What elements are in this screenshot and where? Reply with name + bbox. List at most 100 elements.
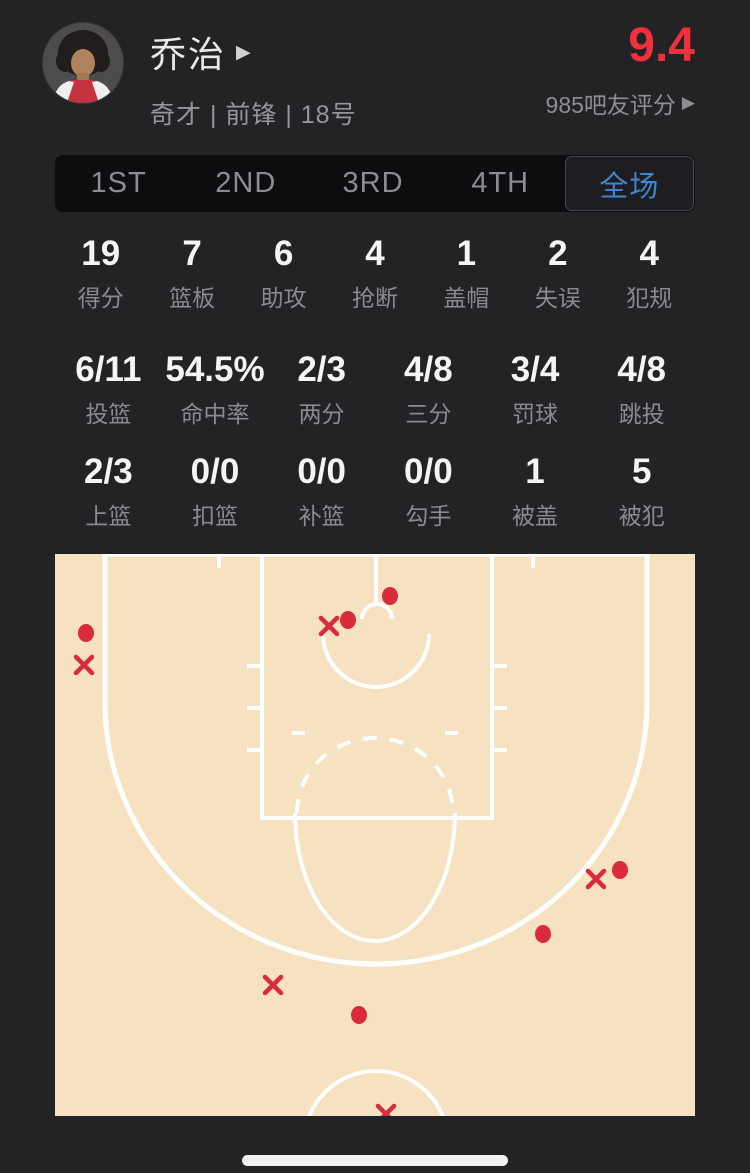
made-shot-marker (78, 624, 94, 642)
stat-value: 7 (182, 234, 202, 273)
player-name: 乔治 (150, 34, 227, 75)
tab-全场[interactable]: 全场 (564, 156, 695, 211)
missed-shot-marker (585, 868, 607, 890)
made-shot-marker (340, 611, 356, 629)
stat-失误: 2 失误 (512, 235, 603, 312)
stat-value: 1 (456, 234, 477, 273)
stat-三分: 4/8 三分 (375, 351, 482, 428)
missed-shot-marker (375, 1103, 397, 1116)
stat-value: 4/8 (404, 350, 453, 389)
made-shot-marker (612, 861, 628, 879)
stat-两分: 2/3 两分 (268, 351, 375, 428)
stat-label: 补篮 (298, 503, 345, 529)
stat-value: 19 (81, 234, 121, 273)
player-meta: 奇才 | 前锋 | 18号 (150, 101, 357, 129)
player-name-row[interactable]: 乔治 ▶ (150, 26, 546, 78)
stat-label: 勾手 (405, 503, 452, 529)
stat-label: 上篮 (85, 503, 132, 529)
stat-罚球: 3/4 罚球 (482, 351, 589, 428)
stat-value: 0/0 (404, 452, 453, 491)
tab-4th[interactable]: 4TH (471, 167, 530, 199)
stat-label: 跳投 (618, 401, 665, 427)
stat-label: 抢断 (351, 285, 398, 311)
stat-value: 4 (365, 234, 385, 273)
rim-arc (360, 602, 394, 620)
stats-row: 19 得分 7 篮板 6 助攻 4 抢断 1 盖帽 2 失误 4 犯规 (55, 235, 695, 312)
stat-勾手: 0/0 勾手 (375, 453, 482, 530)
stats-row: 2/3 上篮 0/0 扣篮 0/0 补篮 0/0 勾手 1 被盖 5 被犯 (55, 453, 695, 530)
stat-value: 5 (631, 452, 652, 491)
missed-shot-marker (318, 615, 340, 637)
stat-value: 54.5% (165, 350, 265, 389)
stat-value: 6 (273, 234, 294, 273)
stat-label: 扣篮 (192, 503, 238, 529)
stat-label: 犯规 (626, 285, 673, 311)
stat-篮板: 7 篮板 (146, 235, 237, 312)
half-court-circle (307, 1069, 445, 1116)
stat-value: 0/0 (297, 452, 346, 491)
stat-犯规: 4 犯规 (604, 235, 695, 312)
player-avatar[interactable] (42, 22, 124, 104)
stat-label: 被犯 (618, 503, 665, 529)
stat-得分: 19 得分 (55, 235, 146, 312)
stat-label: 盖帽 (443, 285, 490, 311)
rating-caption: 985吧友评分 (545, 92, 676, 118)
stat-value: 2/3 (297, 350, 346, 389)
stat-value: 4 (639, 234, 659, 273)
stat-value: 2/3 (84, 452, 133, 491)
tab-2nd[interactable]: 2ND (215, 167, 277, 199)
stat-被犯: 5 被犯 (588, 453, 695, 530)
restricted-area-arc (321, 633, 431, 689)
stat-value: 2 (548, 234, 568, 273)
name-arrow-icon: ▶ (236, 41, 251, 63)
stat-value: 1 (525, 452, 545, 491)
stats-grid: 19 得分 7 篮板 6 助攻 4 抢断 1 盖帽 2 失误 4 犯规 6/11 投篮 54.5% 命中率 2/3 两… (55, 235, 695, 530)
rating-arrow-icon: ▶ (681, 93, 695, 112)
home-indicator[interactable] (242, 1155, 508, 1166)
stat-上篮: 2/3 上篮 (55, 453, 162, 530)
stat-label: 命中率 (180, 401, 250, 427)
stat-value: 6/11 (75, 350, 142, 389)
shot-chart (55, 554, 695, 1116)
stat-label: 被盖 (512, 503, 559, 529)
stat-label: 助攻 (260, 285, 307, 311)
lane-hash-marks (247, 664, 507, 752)
baseline-ticks (217, 554, 535, 568)
stat-助攻: 6 助攻 (238, 235, 329, 312)
free-throw-circle-solid (293, 812, 457, 943)
made-shot-marker (535, 925, 551, 943)
stat-投篮: 6/11 投篮 (55, 351, 162, 428)
tab-3rd[interactable]: 3RD (342, 167, 404, 199)
three-point-line (102, 554, 650, 967)
missed-shot-marker (262, 974, 284, 996)
rating-link[interactable]: 985吧友评分 ▶ (546, 86, 695, 120)
player-avatar-image (43, 23, 123, 103)
player-header: 乔治 ▶ 奇才 | 前锋 | 18号 9.4 985吧友评分 ▶ (0, 0, 750, 129)
stat-抢断: 4 抢断 (329, 235, 420, 312)
stat-value: 4/8 (617, 350, 667, 389)
paint-key-lines (260, 554, 494, 820)
stat-被盖: 1 被盖 (482, 453, 589, 530)
court-background (55, 554, 695, 1116)
stat-label: 投篮 (85, 401, 132, 427)
stat-label: 失误 (534, 285, 581, 311)
stat-label: 得分 (77, 285, 124, 311)
stat-label: 罚球 (512, 401, 559, 427)
stats-row: 6/11 投篮 54.5% 命中率 2/3 两分 4/8 三分 3/4 罚球 4/8 跳投 (55, 351, 695, 428)
stat-value: 0/0 (190, 452, 240, 491)
tab-1st[interactable]: 1ST (90, 167, 147, 199)
stat-盖帽: 1 盖帽 (421, 235, 512, 312)
stat-跳投: 4/8 跳投 (588, 351, 695, 428)
stat-扣篮: 0/0 扣篮 (162, 453, 269, 530)
rating-value: 9.4 (628, 19, 695, 72)
stat-label: 三分 (405, 401, 452, 427)
stat-label: 篮板 (169, 285, 216, 311)
stat-value: 3/4 (510, 350, 560, 389)
free-throw-circle-dashed (295, 736, 455, 814)
quarter-tab-bar: 1ST 2ND 3RD 4TH 全场 (55, 155, 695, 212)
missed-shot-marker (73, 654, 95, 676)
stat-命中率: 54.5% 命中率 (162, 351, 269, 428)
made-shot-marker (382, 587, 398, 605)
shot-markers-layer (73, 587, 628, 1116)
stat-补篮: 0/0 补篮 (268, 453, 375, 530)
